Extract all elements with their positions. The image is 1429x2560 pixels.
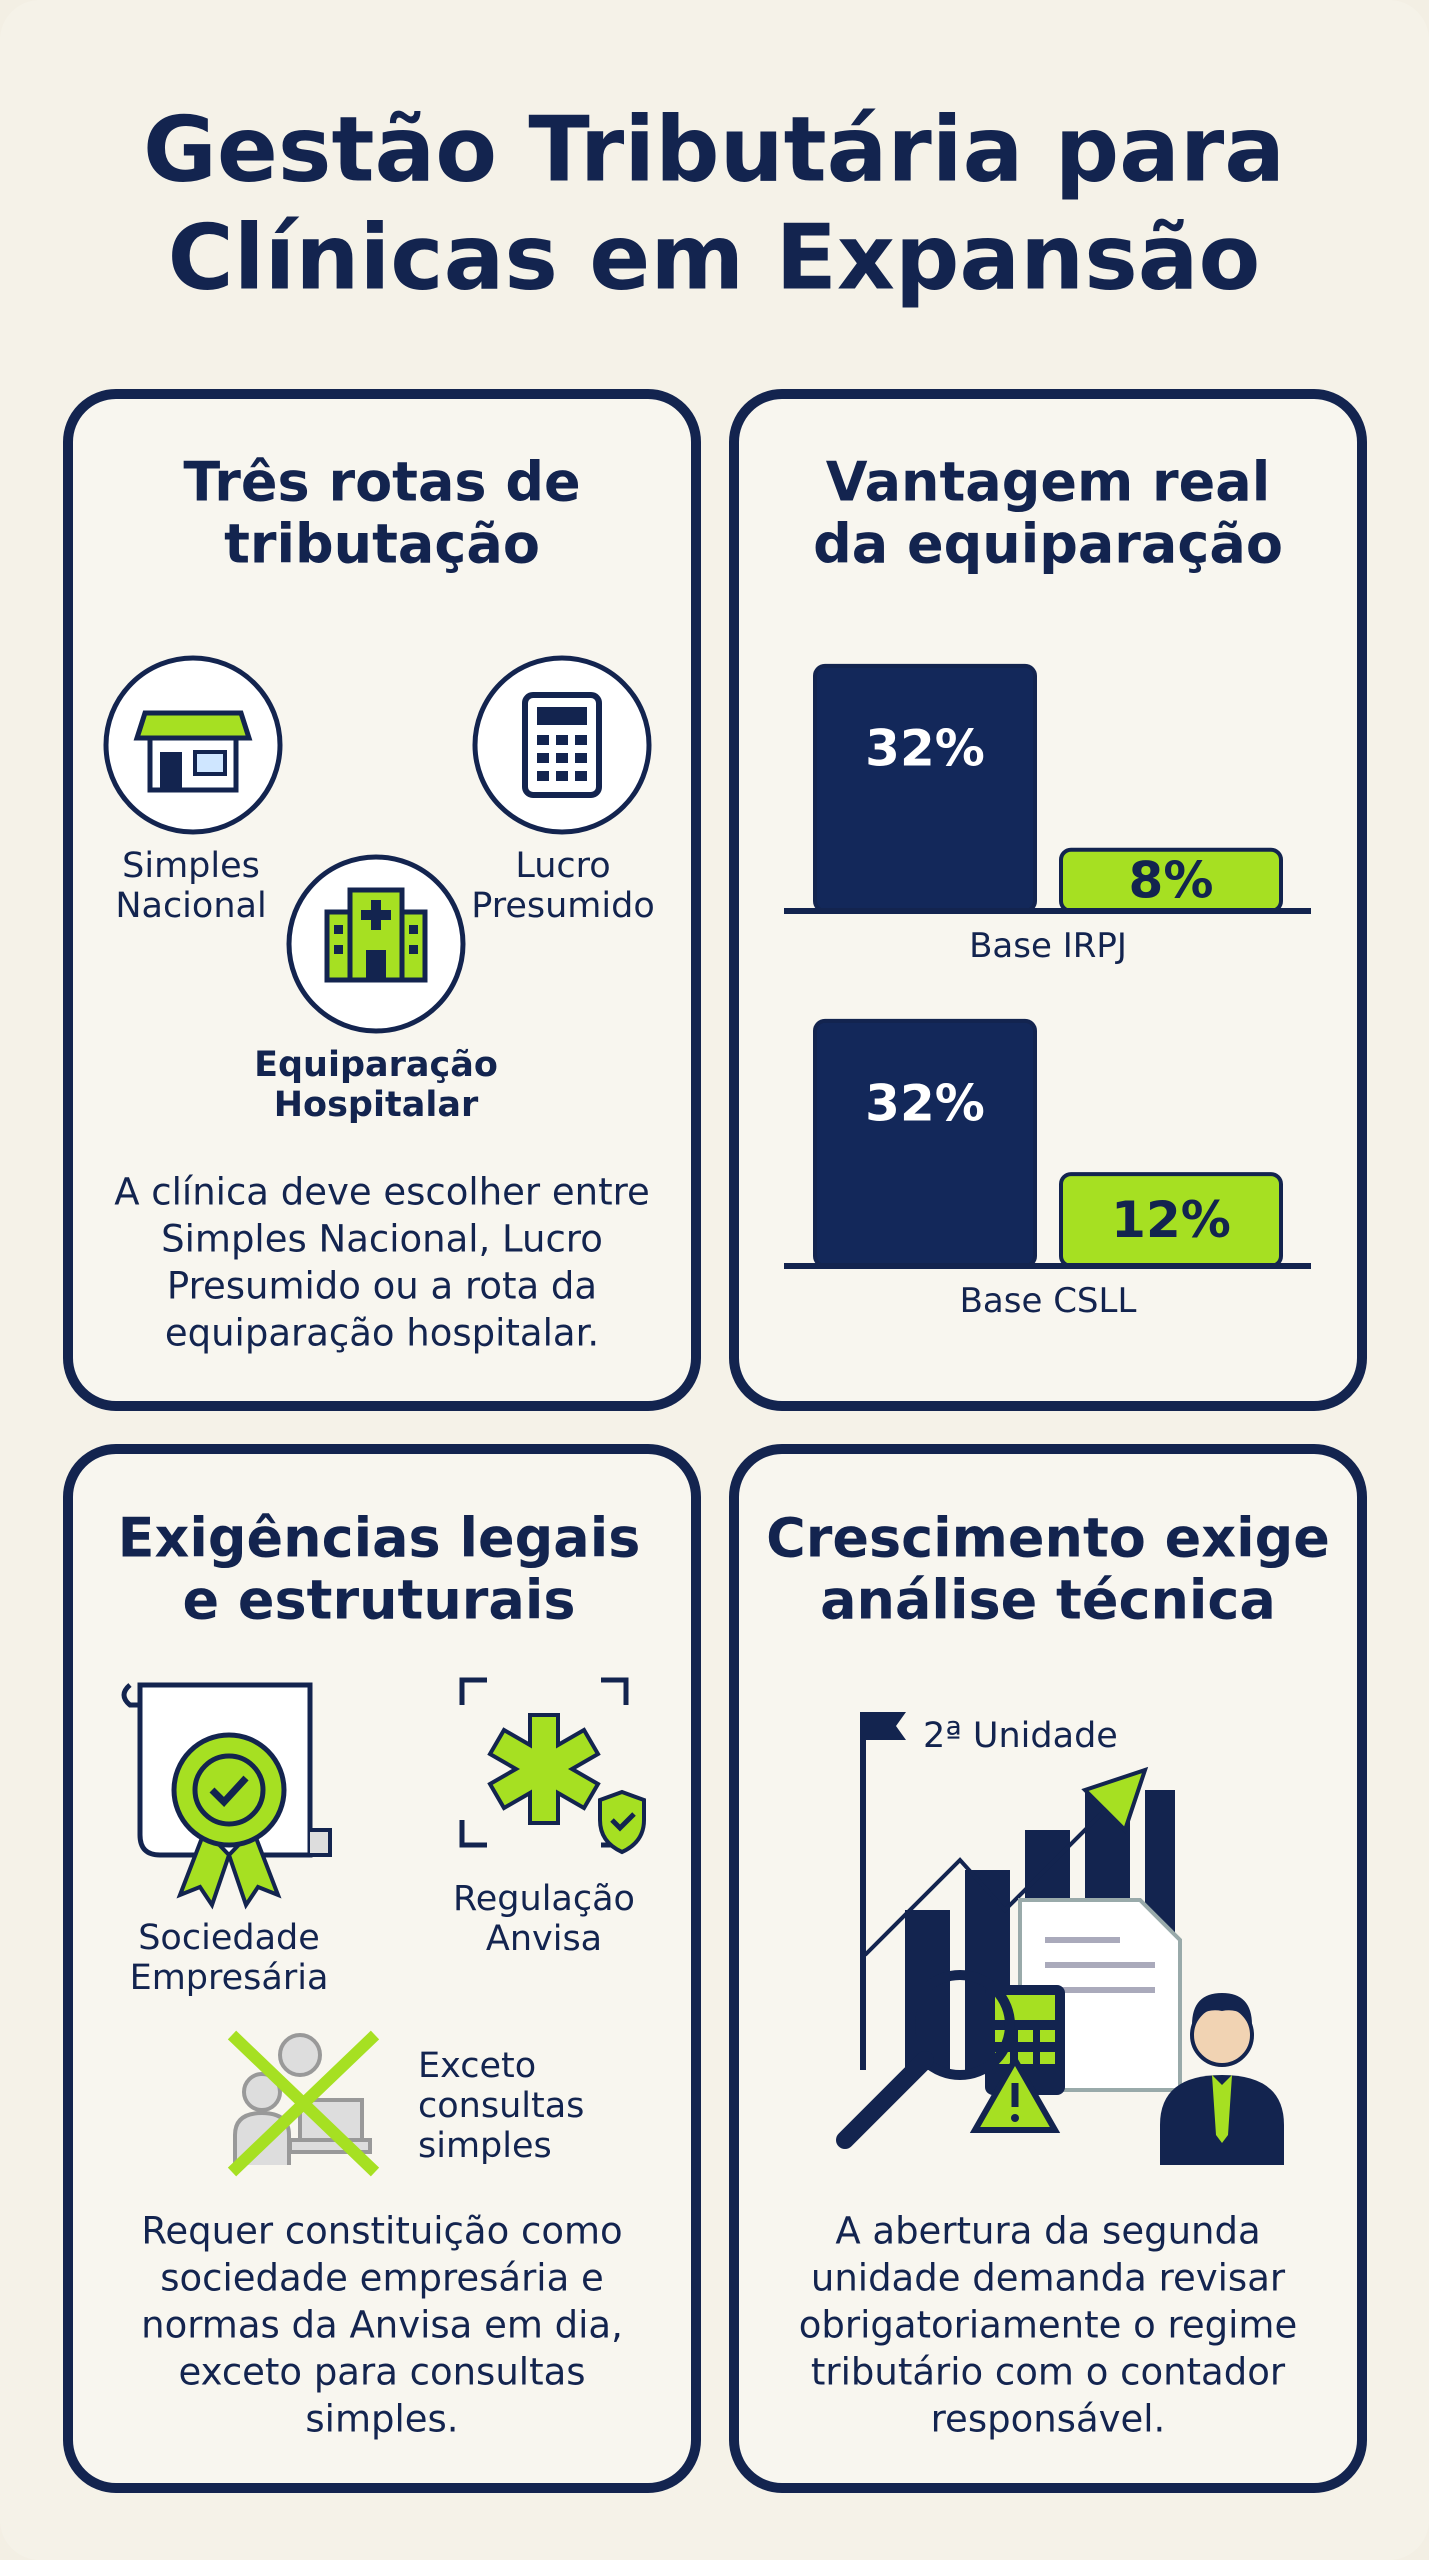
panel-heading: da equiparação: [813, 513, 1283, 576]
item-label: Simples: [122, 846, 260, 886]
item-label: Regulação: [453, 1879, 635, 1919]
icon-lucro: [472, 655, 652, 835]
panel-frames: [63, 389, 1367, 2493]
panel-text: A abertura da segunda: [835, 2210, 1260, 2253]
bar: [813, 1018, 1037, 1268]
panel-text: responsável.: [931, 2398, 1166, 2441]
icon-simples: [103, 655, 283, 835]
panel-text: obrigatoriamente o regime: [799, 2304, 1298, 2347]
item-label: Exceto: [418, 2046, 536, 2086]
item-label: Equiparação: [254, 1045, 498, 1085]
icon-anvisa: [459, 1677, 646, 1855]
item-label: 2ª Unidade: [923, 1716, 1118, 1756]
icon-excluded-consultation: [227, 2030, 380, 2177]
item-label: simples: [418, 2126, 552, 2166]
panel-text: unidade demanda revisar: [811, 2257, 1286, 2300]
panel-text: Requer constituição como: [141, 2210, 622, 2253]
bar-value-label: 12%: [1111, 1191, 1231, 1249]
icon-growth: [836, 1712, 1284, 2165]
bar-value-label: 32%: [865, 719, 985, 777]
item-label: Lucro: [515, 846, 610, 886]
panel-text: normas da Anvisa em dia,: [141, 2304, 623, 2347]
panel-heading: Vantagem real: [826, 451, 1271, 514]
bar-value-label: 32%: [865, 1074, 985, 1132]
panel-text: tributário com o contador: [811, 2351, 1286, 2394]
page-title: Gestão Tributária para: [143, 98, 1285, 203]
item-label: Hospitalar: [274, 1085, 479, 1125]
bar-value-label: 8%: [1129, 851, 1214, 909]
bar-group-label: Base IRPJ: [969, 926, 1127, 966]
bar-group-label: Base CSLL: [960, 1281, 1137, 1321]
item-label: Nacional: [115, 886, 266, 926]
panel-text: exceto para consultas: [178, 2351, 585, 2394]
item-label: Empresária: [130, 1958, 329, 1998]
page-title: Clínicas em Expansão: [168, 206, 1261, 311]
panel-heading: tributação: [224, 513, 540, 576]
panel-text: equiparação hospitalar.: [165, 1312, 599, 1355]
item-label: Sociedade: [138, 1918, 320, 1958]
panel-text: Presumido ou a rota da: [167, 1265, 597, 1308]
bar: [813, 663, 1037, 913]
item-label: Anvisa: [486, 1919, 602, 1959]
panel-text: Simples Nacional, Lucro: [161, 1218, 603, 1261]
panel-heading: Crescimento exige: [766, 1507, 1330, 1570]
panel-heading: e estruturais: [182, 1569, 575, 1632]
icon-certificate: [121, 1682, 332, 1910]
icon-hospital: [286, 854, 466, 1034]
panel-text: A clínica deve escolher entre: [114, 1171, 650, 1214]
panel-heading: Exigências legais: [118, 1507, 641, 1570]
panel-heading: Três rotas de: [183, 451, 580, 514]
panel-heading: análise técnica: [820, 1569, 1276, 1632]
panel-text: simples.: [305, 2398, 458, 2441]
item-label: consultas: [418, 2086, 584, 2126]
item-label: Presumido: [471, 886, 655, 926]
panel-text: sociedade empresária e: [160, 2257, 604, 2300]
